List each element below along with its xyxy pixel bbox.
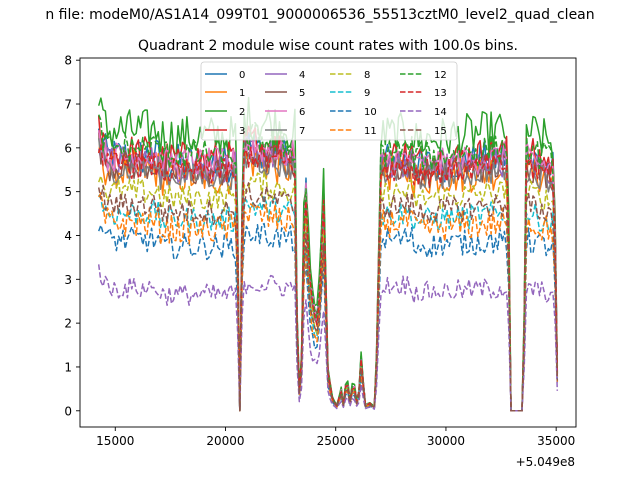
legend-label: 11 <box>364 126 377 137</box>
x-tick-label: 35000 <box>537 434 575 448</box>
y-tick-label: 1 <box>64 360 72 374</box>
figure-suptitle: n file: modeM0/AS1A14_099T01_9000006536_… <box>45 7 594 23</box>
legend-label: 1 <box>239 88 245 99</box>
chart-title: Quadrant 2 module wise count rates with … <box>138 38 518 54</box>
y-tick-label: 4 <box>64 229 72 243</box>
legend-label: 2 <box>239 107 245 118</box>
legend-label: 15 <box>434 126 447 137</box>
x-axis: 15000 20000 25000 30000 35000 <box>96 427 575 448</box>
y-tick-label: 5 <box>64 185 72 199</box>
legend-label: 4 <box>299 70 305 81</box>
y-tick-label: 7 <box>64 98 72 112</box>
y-tick-label: 6 <box>64 141 72 155</box>
x-tick-label: 20000 <box>206 434 244 448</box>
series-layer <box>97 96 559 412</box>
x-tick-label: 25000 <box>317 434 355 448</box>
series-line-15 <box>97 182 559 412</box>
legend-label: 12 <box>434 70 447 81</box>
legend-label: 9 <box>364 88 370 99</box>
y-tick-label: 0 <box>64 404 72 418</box>
legend-label: 7 <box>299 126 305 137</box>
y-tick-label: 3 <box>64 273 72 287</box>
x-tick-label: 30000 <box>427 434 465 448</box>
legend-label: 10 <box>364 107 377 118</box>
legend-label: 13 <box>434 88 447 99</box>
x-axis-offset-label: +5.049e8 <box>516 455 575 469</box>
legend-label: 3 <box>239 126 245 137</box>
legend-label: 5 <box>299 88 305 99</box>
legend-box <box>200 61 458 141</box>
x-tick-label: 15000 <box>96 434 134 448</box>
legend-label: 8 <box>364 70 370 81</box>
legend-label: 6 <box>299 107 305 118</box>
y-tick-label: 8 <box>64 54 72 68</box>
legend-label: 0 <box>239 70 245 81</box>
legend-label: 14 <box>434 107 447 118</box>
plot-area-frame <box>79 57 577 428</box>
y-axis: 0 1 2 3 4 5 6 7 8 <box>64 54 80 418</box>
series-line-14 <box>97 264 559 412</box>
y-tick-label: 2 <box>64 317 72 331</box>
